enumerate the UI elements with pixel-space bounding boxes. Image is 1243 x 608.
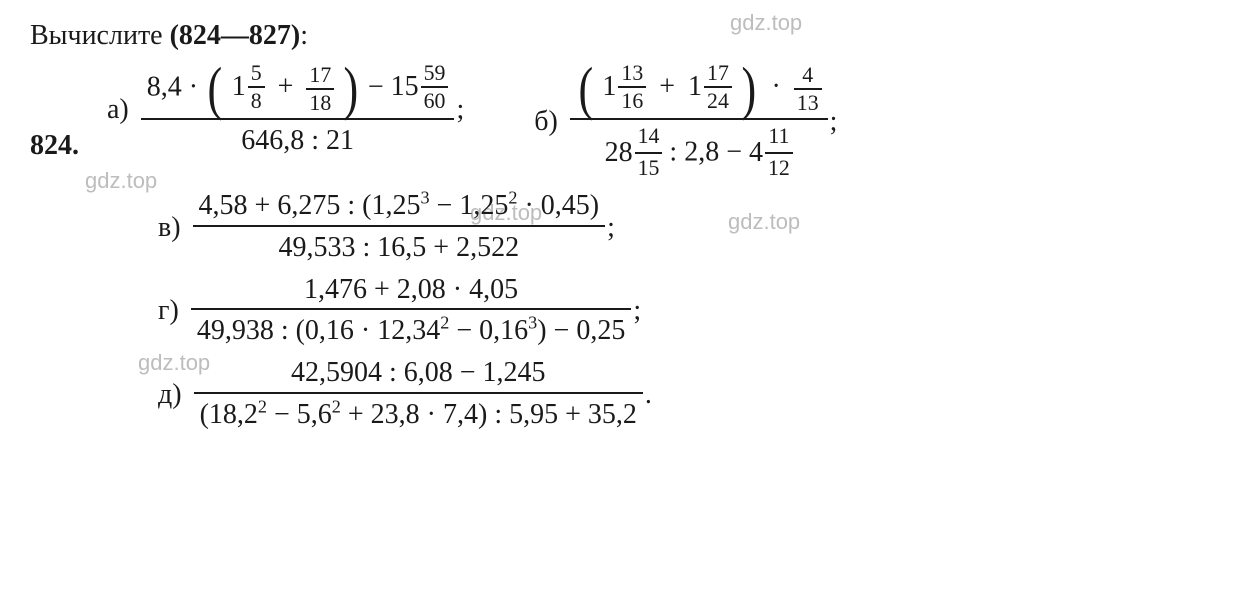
a-mixed-3: 15 5960 [391, 60, 449, 114]
fraction-b: ( 1 1316 + 1 1724 ) · 413 2 [570, 60, 828, 183]
fraction-a: 8,4 · ( 1 58 + 1718 ) − 15 5960 646,8 : [141, 60, 455, 160]
fraction-d: 42,5904 : 6,08 − 1,245 (18,22 − 5,62 + 2… [194, 356, 643, 433]
watermark: gdz.top [138, 350, 210, 376]
b-den-mixed-2: 4 1112 [749, 122, 793, 183]
b-frac-3: 413 [794, 62, 822, 116]
instruction-line: Вычислите (824—827): [30, 20, 1213, 52]
item-a: а) 8,4 · ( 1 58 + 1718 ) − 15 5960 [107, 60, 464, 160]
b-mixed-1: 1 1316 [602, 60, 646, 114]
a-plus: + [278, 71, 294, 102]
b-mixed-2: 1 1724 [688, 60, 732, 114]
b-den-mid: : 2,8 − [669, 137, 749, 168]
instruction-suffix: : [300, 20, 308, 51]
item-v: в) 4,58 + 6,275 : (1,253 − 1,252 · 0,45)… [158, 189, 1213, 266]
a-frac-2: 1718 [306, 62, 334, 116]
fraction-v: 4,58 + 6,275 : (1,253 − 1,252 · 0,45) 49… [193, 189, 606, 266]
watermark: gdz.top [730, 10, 802, 36]
label-g: г) [158, 295, 179, 327]
instruction-prefix: Вычислите [30, 20, 170, 51]
label-b: б) [534, 106, 558, 138]
label-a: а) [107, 94, 129, 126]
fraction-g: 1,476 + 2,08 · 4,05 49,938 : (0,16 · 12,… [191, 273, 632, 350]
b-dot: · [771, 71, 780, 102]
a-minus: − [368, 71, 391, 102]
b-den-mixed-1: 28 1415 [605, 122, 663, 183]
item-g: г) 1,476 + 2,08 · 4,05 49,938 : (0,16 · … [158, 273, 1213, 350]
instruction-range: (824—827) [170, 20, 301, 51]
label-v: в) [158, 212, 181, 244]
watermark: gdz.top [85, 168, 157, 194]
v-tail: ; [607, 212, 615, 244]
g-tail: ; [633, 295, 641, 327]
b-tail: ; [830, 106, 838, 138]
d-tail: . [645, 379, 652, 411]
item-b: б) ( 1 1316 + 1 1724 ) · 413 [534, 60, 837, 183]
item-d: gdz.top д) 42,5904 : 6,08 − 1,245 (18,22… [158, 356, 1213, 433]
watermark: gdz.top [728, 209, 800, 235]
a-mixed-1: 1 58 [232, 60, 265, 114]
label-d: д) [158, 379, 182, 411]
exercise-number: 824. [30, 130, 79, 162]
a-lead: 8,4 · [147, 71, 198, 102]
a-tail: ; [456, 94, 464, 126]
a-den: 646,8 : 21 [141, 120, 455, 160]
b-plus: + [659, 71, 675, 102]
